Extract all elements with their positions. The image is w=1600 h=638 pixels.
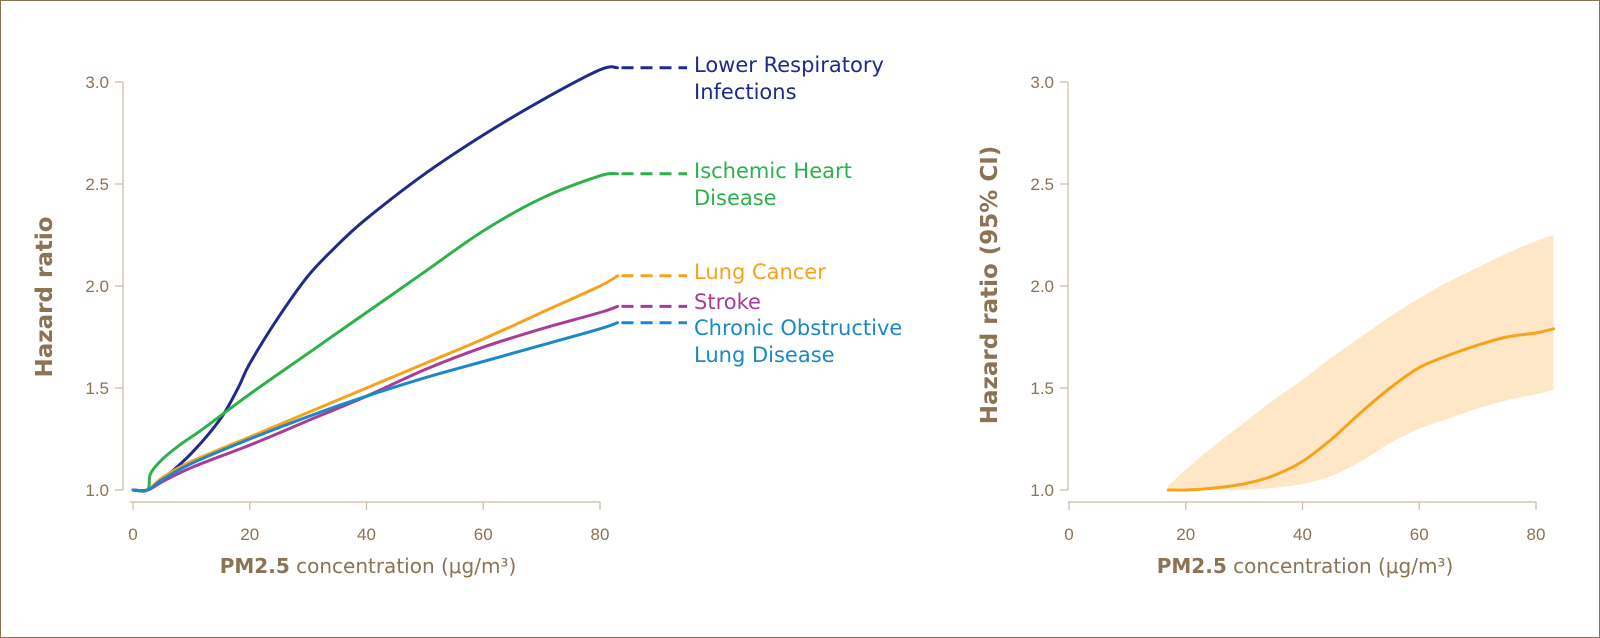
series-line: [131, 171, 619, 493]
left-x-tick-label: 0: [128, 525, 137, 544]
left-series-lines: [131, 65, 687, 493]
right-x-axis-title-rest: concentration (μg/m³): [1227, 554, 1454, 578]
right-x-axis-title: PM2.5 concentration (μg/m³): [1157, 554, 1454, 578]
left-x-tick-label: 80: [591, 525, 610, 544]
right-x-tick-label: 40: [1293, 525, 1312, 544]
confidence-band: [1168, 235, 1554, 491]
left-x-axis-title-bold: PM2.5: [220, 554, 290, 578]
right-y-tick-label: 1.5: [1030, 379, 1054, 398]
series-label: Ischemic Heart: [694, 159, 852, 183]
left-y-tick-label: 2.0: [85, 277, 109, 296]
right-chart: 1.0 1.5 2.0 2.5 3.0 0 20 40 60 80 Hazard ratio (…: [977, 73, 1555, 578]
left-y-tick-label: 1.0: [85, 481, 109, 500]
series-label: Disease: [694, 186, 777, 210]
left-x-tick-label: 20: [240, 525, 259, 544]
left-y-ticks: 1.0 1.5 2.0 2.5 3.0: [85, 73, 123, 500]
right-x-tick-label: 80: [1527, 525, 1546, 544]
right-y-tick-label: 2.5: [1030, 175, 1054, 194]
left-x-tick-label: 60: [474, 525, 493, 544]
left-y-axis-title: Hazard ratio: [32, 216, 58, 377]
series-line: [131, 304, 619, 493]
right-y-ticks: 1.0 1.5 2.0 2.5 3.0: [1030, 73, 1068, 500]
left-y-tick-label: 1.5: [85, 379, 109, 398]
series-label: Chronic Obstructive: [694, 316, 902, 340]
right-y-tick-label: 1.0: [1030, 481, 1054, 500]
left-y-tick-label: 2.5: [85, 175, 109, 194]
series-label: Lung Cancer: [694, 260, 826, 284]
right-y-tick-label: 3.0: [1030, 73, 1054, 92]
left-x-tick-label: 40: [357, 525, 376, 544]
right-x-ticks: 0 20 40 60 80: [1064, 502, 1545, 544]
series-label: Stroke: [694, 290, 761, 314]
series-line: [131, 274, 619, 493]
left-x-axis-title-rest: concentration (μg/m³): [290, 554, 517, 578]
series-line: [131, 65, 619, 493]
series-line: [131, 321, 619, 493]
right-x-axis-title-bold: PM2.5: [1157, 554, 1227, 578]
left-x-axis-title: PM2.5 concentration (μg/m³): [220, 554, 517, 578]
series-label: Infections: [694, 80, 797, 104]
series-label: Lung Disease: [694, 343, 835, 367]
right-x-tick-label: 0: [1064, 525, 1073, 544]
left-chart: 1.0 1.5 2.0 2.5 3.0 0 20 40 60 80 Lower Respirat…: [32, 53, 902, 578]
left-x-ticks: 0 20 40 60 80: [128, 502, 609, 544]
right-y-tick-label: 2.0: [1030, 277, 1054, 296]
right-y-axis-title: Hazard ratio (95% CI): [977, 146, 1003, 425]
left-y-tick-label: 3.0: [85, 73, 109, 92]
right-x-tick-label: 60: [1410, 525, 1429, 544]
left-series-labels: Lower Respiratory Infections Ischemic Hear…: [694, 53, 902, 367]
series-label: Lower Respiratory: [694, 53, 884, 77]
right-x-tick-label: 20: [1176, 525, 1195, 544]
estimate-line: [1166, 327, 1555, 492]
